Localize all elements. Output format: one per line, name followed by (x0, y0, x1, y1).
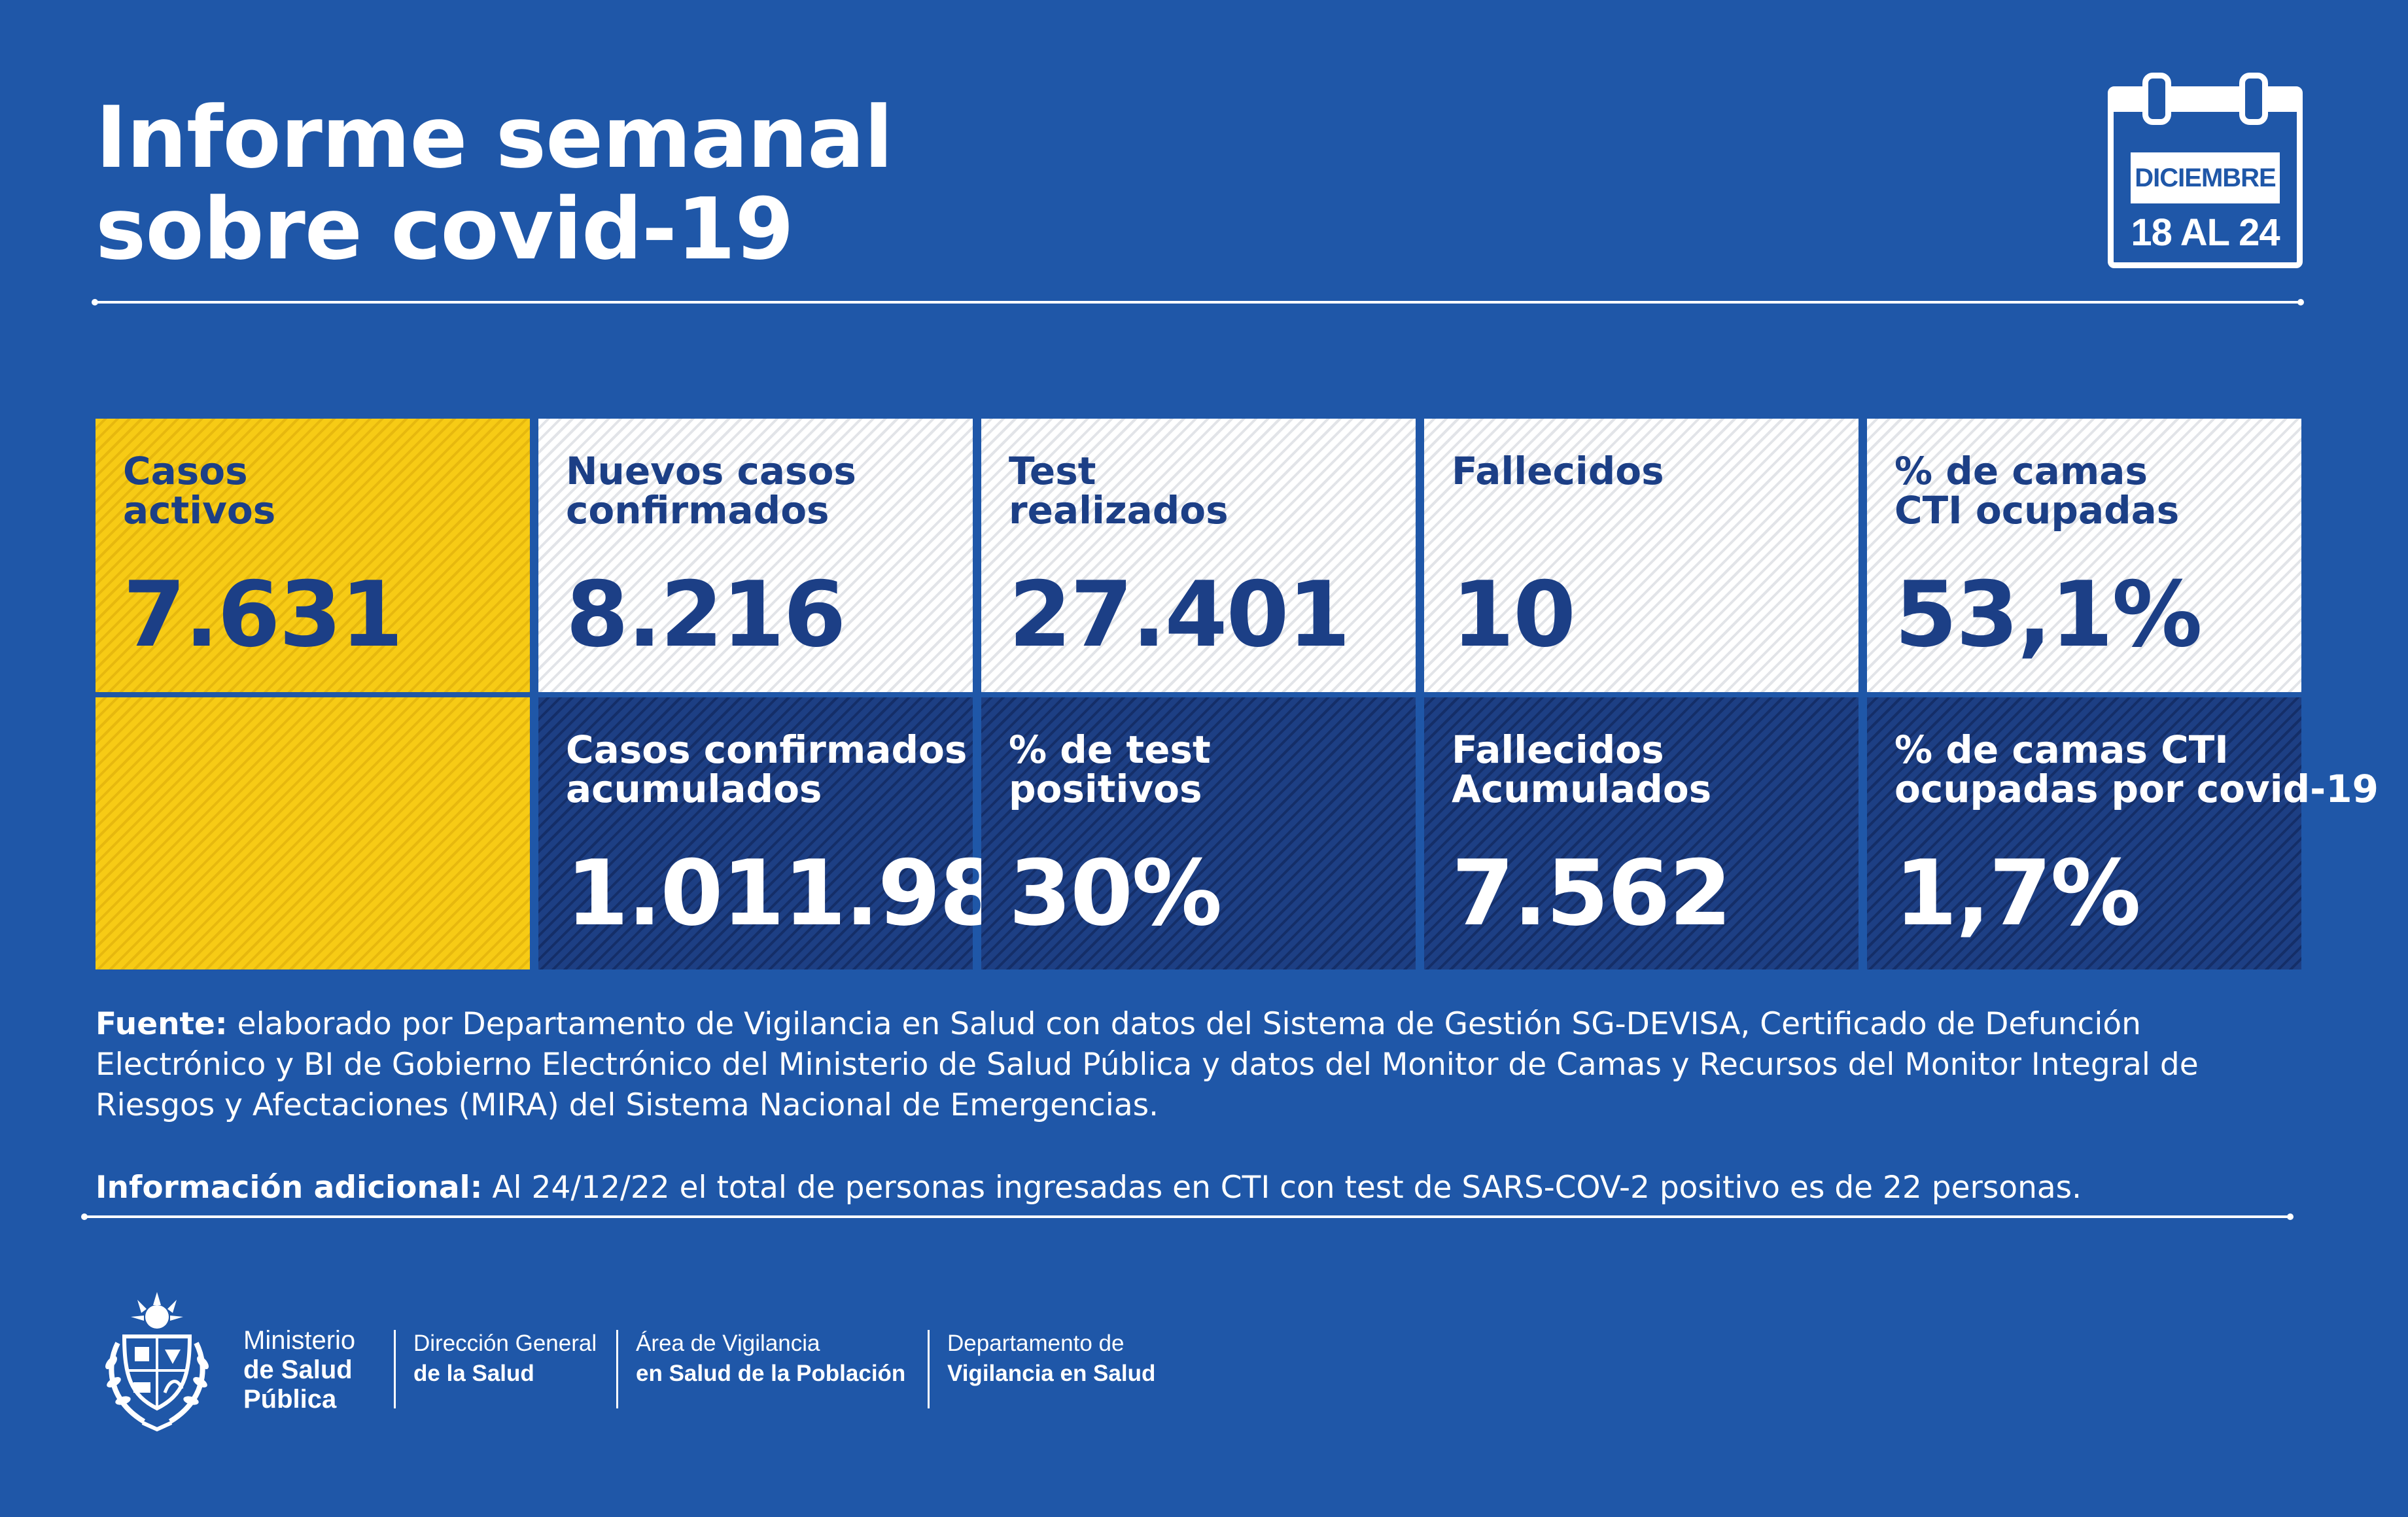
footer-separator (616, 1330, 618, 1408)
additional-note: Información adicional: Al 24/12/22 el to… (96, 1168, 2307, 1208)
stat-camas-cti: % de camas CTI ocupadas 53,1% (1867, 419, 2301, 692)
dept-3-line-1: Departamento de (947, 1331, 1125, 1356)
stat-label: positivos (1009, 767, 1202, 811)
ministry-line-3: Pública (243, 1385, 337, 1414)
stat-fallecidos-acumulados: Fallecidos Acumulados 7.562 (1424, 697, 1858, 969)
stat-value: 1.011.988 (566, 841, 1064, 946)
dept-1-line-1: Dirección General (413, 1331, 597, 1356)
calendar-days: 18 AL 24 (2131, 211, 2280, 254)
page-title: Informe semanal sobre covid-19 (96, 92, 1600, 275)
stat-label: Fallecidos (1452, 449, 1664, 493)
stat-label: Nuevos casos (566, 449, 856, 493)
footer-separator (928, 1330, 930, 1408)
stat-fallecidos: Fallecidos 10 (1424, 419, 1858, 692)
stat-label: CTI ocupadas (1894, 488, 2180, 532)
stat-label: Fallecidos (1452, 727, 1664, 772)
footer-dept-1: Dirección General de la Salud (413, 1329, 597, 1389)
stat-label: Casos confirmados (566, 727, 968, 772)
stat-value: 7.631 (123, 562, 404, 667)
footer-dept-3: Departamento de Vigilancia en Salud (947, 1329, 1155, 1389)
stat-camas-cti-covid: % de camas CTI ocupadas por covid-19 1,7… (1867, 697, 2379, 969)
top-divider (92, 299, 2304, 305)
uruguay-coat-of-arms-icon (105, 1292, 209, 1432)
calendar-ring-left (2142, 73, 2171, 125)
ministry-line-2: de Salud (243, 1355, 353, 1384)
footer: Ministerio de Salud Pública Dirección Ge… (92, 1285, 1204, 1456)
stat-test-realizados: Test realizados 27.401 (981, 419, 1416, 692)
calendar-icon: DICIEMBRE 18 AL 24 (2108, 73, 2303, 268)
calendar-header-bar (2114, 92, 2297, 112)
calendar-month: DICIEMBRE (2131, 152, 2280, 203)
stat-label: Acumulados (1452, 767, 1712, 811)
stat-value: 53,1% (1894, 562, 2203, 667)
ministry-line-1: Ministerio (243, 1326, 356, 1355)
footer-dept-2: Área de Vigilancia en Salud de la Poblac… (636, 1329, 905, 1389)
dept-2-line-2: en Salud de la Población (636, 1361, 906, 1386)
stat-label: Casos (123, 449, 248, 493)
additional-text: Al 24/12/22 el total de personas ingresa… (492, 1170, 2082, 1206)
stat-label: confirmados (566, 488, 829, 532)
title-line-2: sobre covid-19 (96, 179, 794, 279)
additional-label: Información adicional: (96, 1170, 483, 1206)
ministry-name: Ministerio de Salud Pública (243, 1326, 355, 1414)
stat-label: % de camas (1894, 449, 2148, 493)
stat-value: 1,7% (1894, 841, 2141, 946)
stat-label: Test (1009, 449, 1096, 493)
stat-nuevos-casos: Nuevos casos confirmados 8.216 (538, 419, 973, 692)
stat-label: activos (123, 488, 276, 532)
calendar-frame: DICIEMBRE 18 AL 24 (2108, 73, 2303, 268)
source-note: Fuente: elaborado por Departamento de Vi… (96, 1004, 2307, 1126)
footer-separator (394, 1330, 396, 1408)
stat-value: 30% (1009, 841, 1222, 946)
stat-label: % de camas CTI (1894, 727, 2229, 772)
stat-label: acumulados (566, 767, 822, 811)
stat-casos-activos-extension (96, 697, 530, 969)
stat-value: 8.216 (566, 562, 846, 667)
source-text: elaborado por Departamento de Vigilancia… (96, 1006, 2199, 1123)
stat-label: ocupadas por covid-19 (1894, 767, 2379, 811)
stat-value: 27.401 (1009, 562, 1351, 667)
calendar-ring-right (2239, 73, 2268, 125)
source-label: Fuente: (96, 1006, 228, 1042)
dept-1-line-2: de la Salud (413, 1361, 534, 1386)
stat-casos-acumulados: Casos confirmados acumulados 1.011.988 (538, 697, 1064, 969)
title-line-1: Informe semanal (96, 88, 893, 187)
dept-3-line-2: Vigilancia en Salud (947, 1361, 1156, 1386)
stat-casos-activos: Casos activos 7.631 (96, 419, 530, 692)
stat-value: 10 (1452, 562, 1576, 667)
stat-label: realizados (1009, 488, 1229, 532)
stat-test-positivos: % de test positivos 30% (981, 697, 1416, 969)
dept-2-line-1: Área de Vigilancia (636, 1331, 820, 1356)
stat-value: 7.562 (1452, 841, 1732, 946)
bottom-divider (81, 1213, 2294, 1220)
stat-label: % de test (1009, 727, 1211, 772)
